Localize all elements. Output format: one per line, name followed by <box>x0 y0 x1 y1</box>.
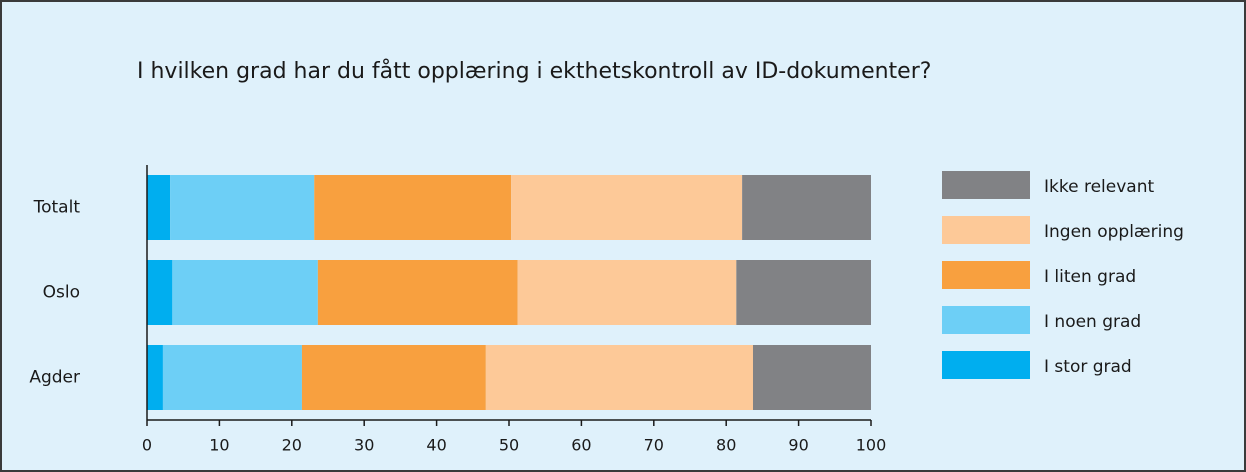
x-tick-label: 70 <box>644 436 664 455</box>
x-tick-label: 20 <box>282 436 302 455</box>
legend-swatch <box>942 306 1030 334</box>
bar-segment <box>752 345 871 410</box>
bar-segment <box>317 260 518 325</box>
legend-swatch <box>942 351 1030 379</box>
chart-title: I hvilken grad har du fått opplæring i e… <box>137 58 931 84</box>
x-tick-label: 100 <box>856 436 887 455</box>
legend-label: I stor grad <box>1044 357 1132 377</box>
bar-segment <box>162 345 302 410</box>
bar-segment <box>147 260 173 325</box>
legend-label: Ingen opplæring <box>1044 222 1184 242</box>
x-tick-label: 10 <box>209 436 229 455</box>
bar-segment <box>517 260 737 325</box>
legend-swatch <box>942 216 1030 244</box>
y-tick-label: Oslo <box>43 283 80 303</box>
bar-segment <box>485 345 753 410</box>
legend-swatch <box>942 171 1030 199</box>
legend-swatch <box>942 261 1030 289</box>
bar-segment <box>147 345 163 410</box>
bar-segment <box>301 345 486 410</box>
x-tick-label: 80 <box>716 436 736 455</box>
legend-label: Ikke relevant <box>1044 177 1154 197</box>
bar-segment <box>742 175 871 240</box>
x-tick-label: 30 <box>354 436 374 455</box>
y-tick-label: Totalt <box>33 198 81 218</box>
bar-segment <box>511 175 743 240</box>
x-tick-label: 50 <box>499 436 519 455</box>
x-tick-label: 40 <box>426 436 446 455</box>
legend-label: I noen grad <box>1044 312 1141 332</box>
x-tick-label: 0 <box>142 436 152 455</box>
y-tick-label: Agder <box>29 368 80 388</box>
bar-segment <box>736 260 871 325</box>
bar-segment <box>147 175 171 240</box>
x-tick-label: 90 <box>788 436 808 455</box>
bar-segment <box>172 260 318 325</box>
bar-segment <box>170 175 315 240</box>
bar-segment <box>314 175 512 240</box>
legend-label: I liten grad <box>1044 267 1136 287</box>
x-tick-label: 60 <box>571 436 591 455</box>
